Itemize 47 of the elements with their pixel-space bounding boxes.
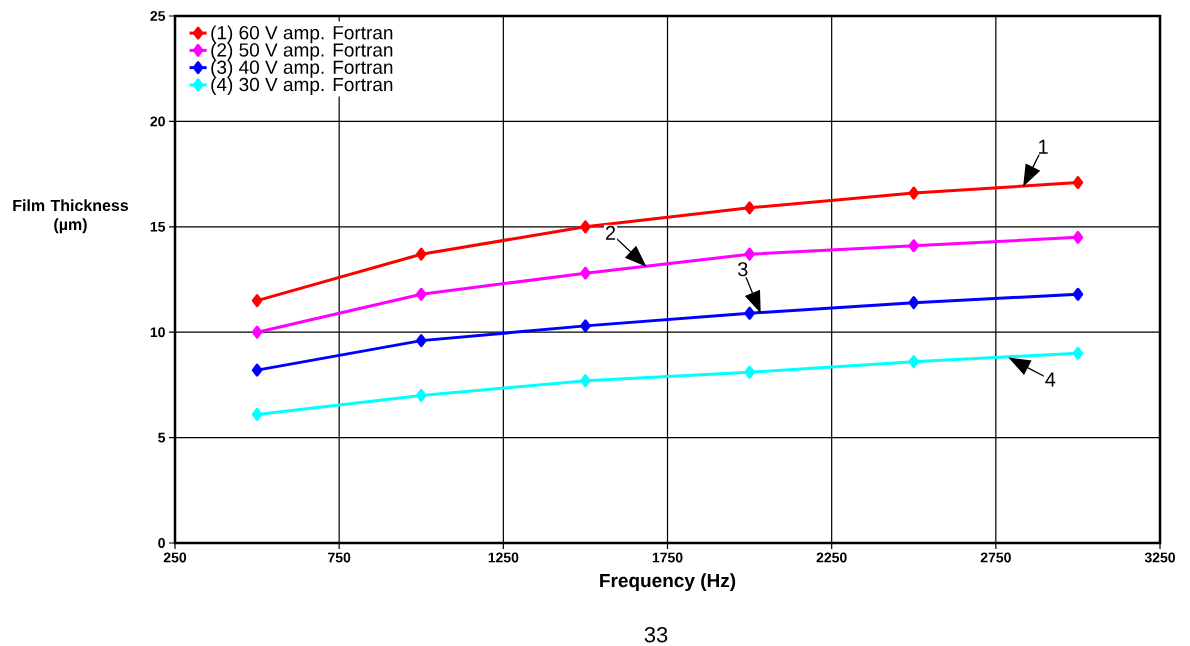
annotation: 2: [605, 225, 616, 240]
legend-label: (1) 60 V amp. Fortran: [211, 25, 393, 44]
point: [251, 294, 263, 308]
point: [251, 407, 263, 421]
point: [744, 365, 755, 379]
annotation: 1: [1039, 139, 1048, 154]
point: [580, 374, 591, 388]
x-tick-label: 1750: [652, 552, 683, 563]
point: [251, 363, 263, 377]
point: [1072, 176, 1084, 190]
y-tick-label: 15: [150, 221, 166, 232]
point: [416, 388, 427, 402]
point: [580, 266, 591, 280]
x-tick-label: 3250: [1144, 552, 1175, 563]
y-tick-label: 0: [158, 538, 165, 548]
point: [251, 325, 263, 339]
y-axis-title: Film Thickness (µm): [13, 199, 129, 234]
x-tick-label: 2750: [980, 552, 1011, 563]
point: [580, 319, 591, 333]
text: 33: [644, 626, 668, 643]
y-tick-label: 25: [150, 11, 166, 21]
annotation: 3: [737, 262, 748, 277]
x-axis-title: Frequency (Hz): [600, 573, 736, 592]
point: [416, 247, 427, 261]
point: [416, 287, 427, 301]
point: [744, 306, 755, 320]
point: [908, 355, 920, 369]
point: [416, 334, 427, 348]
annotation: 4: [1045, 372, 1056, 387]
point: [580, 220, 591, 234]
point: [1072, 287, 1084, 301]
point: [908, 186, 920, 200]
x-tick-label: 250: [163, 552, 187, 563]
x-tick-label: 1250: [488, 552, 519, 563]
x-tick-label: 2250: [816, 552, 847, 563]
point: [908, 239, 920, 253]
point: [744, 247, 755, 261]
x-tick-label: 750: [328, 552, 351, 563]
legend-label: (4) 30 V amp. Fortran: [211, 77, 393, 95]
point: [908, 296, 920, 310]
point: [744, 201, 755, 215]
y-tick-label: 10: [150, 327, 165, 338]
y-tick-label: 5: [158, 432, 166, 443]
point: [1072, 346, 1084, 360]
legend-label: (3) 40 V amp. Fortran: [211, 60, 393, 78]
y-tick-label: 20: [150, 116, 165, 127]
point: [1072, 230, 1084, 244]
